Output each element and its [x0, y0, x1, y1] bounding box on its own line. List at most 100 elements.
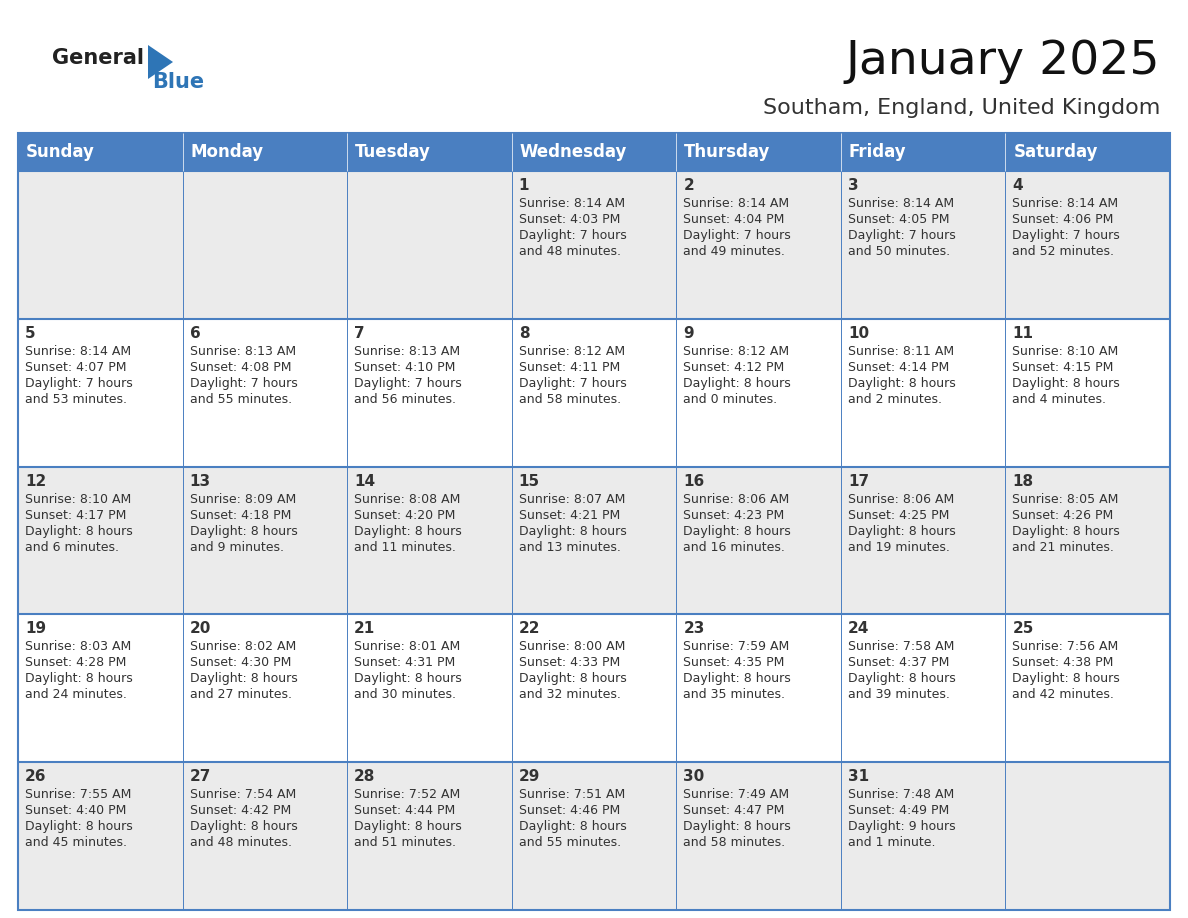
Text: 5: 5	[25, 326, 36, 341]
Text: and 0 minutes.: and 0 minutes.	[683, 393, 777, 406]
Text: and 58 minutes.: and 58 minutes.	[519, 393, 621, 406]
Text: Sunrise: 8:09 AM: Sunrise: 8:09 AM	[190, 493, 296, 506]
Bar	[183, 133, 347, 171]
Text: 6: 6	[190, 326, 201, 341]
Text: and 9 minutes.: and 9 minutes.	[190, 541, 284, 554]
Text: Sunrise: 7:56 AM: Sunrise: 7:56 AM	[1012, 641, 1119, 654]
Text: Sunset: 4:15 PM: Sunset: 4:15 PM	[1012, 361, 1114, 374]
Text: Sunrise: 8:14 AM: Sunrise: 8:14 AM	[25, 345, 131, 358]
Text: Sunset: 4:07 PM: Sunset: 4:07 PM	[25, 361, 126, 374]
Text: Sunrise: 8:06 AM: Sunrise: 8:06 AM	[683, 493, 790, 506]
Bar	[183, 319, 347, 466]
Text: Daylight: 7 hours: Daylight: 7 hours	[1012, 229, 1120, 242]
Text: Sunrise: 7:58 AM: Sunrise: 7:58 AM	[848, 641, 954, 654]
Bar	[512, 319, 676, 466]
Text: Daylight: 8 hours: Daylight: 8 hours	[683, 376, 791, 390]
Text: 19: 19	[25, 621, 46, 636]
Text: General: General	[52, 48, 144, 68]
Text: Sunrise: 8:08 AM: Sunrise: 8:08 AM	[354, 493, 461, 506]
Text: 8: 8	[519, 326, 530, 341]
Text: and 32 minutes.: and 32 minutes.	[519, 688, 620, 701]
Text: Sunrise: 8:14 AM: Sunrise: 8:14 AM	[519, 197, 625, 210]
Bar	[183, 762, 347, 910]
Text: Friday: Friday	[849, 143, 906, 161]
Text: Wednesday: Wednesday	[519, 143, 627, 161]
Text: Sunrise: 8:14 AM: Sunrise: 8:14 AM	[848, 197, 954, 210]
Text: Daylight: 8 hours: Daylight: 8 hours	[848, 524, 955, 538]
Text: Sunset: 4:38 PM: Sunset: 4:38 PM	[1012, 656, 1114, 669]
Text: 30: 30	[683, 769, 704, 784]
Text: Daylight: 8 hours: Daylight: 8 hours	[190, 524, 297, 538]
Bar	[1005, 171, 1170, 319]
Text: and 55 minutes.: and 55 minutes.	[190, 393, 292, 406]
Bar	[841, 614, 1005, 762]
Text: 20: 20	[190, 621, 211, 636]
Bar	[347, 466, 512, 614]
Text: Sunset: 4:44 PM: Sunset: 4:44 PM	[354, 804, 455, 817]
Text: Daylight: 8 hours: Daylight: 8 hours	[519, 524, 626, 538]
Text: Daylight: 8 hours: Daylight: 8 hours	[683, 672, 791, 686]
Text: and 11 minutes.: and 11 minutes.	[354, 541, 456, 554]
Text: Daylight: 8 hours: Daylight: 8 hours	[25, 672, 133, 686]
Text: and 24 minutes.: and 24 minutes.	[25, 688, 127, 701]
Text: 1: 1	[519, 178, 529, 193]
Bar	[512, 466, 676, 614]
Text: and 16 minutes.: and 16 minutes.	[683, 541, 785, 554]
Bar	[676, 466, 841, 614]
Text: Sunrise: 8:14 AM: Sunrise: 8:14 AM	[1012, 197, 1119, 210]
Text: 3: 3	[848, 178, 859, 193]
Text: 14: 14	[354, 474, 375, 488]
Text: Sunrise: 7:54 AM: Sunrise: 7:54 AM	[190, 789, 296, 801]
Text: Sunset: 4:46 PM: Sunset: 4:46 PM	[519, 804, 620, 817]
Text: 10: 10	[848, 326, 868, 341]
Text: Sunset: 4:04 PM: Sunset: 4:04 PM	[683, 213, 784, 226]
Bar	[18, 762, 183, 910]
Text: 18: 18	[1012, 474, 1034, 488]
Text: Sunset: 4:26 PM: Sunset: 4:26 PM	[1012, 509, 1113, 521]
Text: Daylight: 8 hours: Daylight: 8 hours	[683, 524, 791, 538]
Text: Sunrise: 8:14 AM: Sunrise: 8:14 AM	[683, 197, 789, 210]
Text: and 39 minutes.: and 39 minutes.	[848, 688, 949, 701]
Text: 31: 31	[848, 769, 868, 784]
Bar	[512, 762, 676, 910]
Bar	[512, 614, 676, 762]
Text: Sunrise: 7:51 AM: Sunrise: 7:51 AM	[519, 789, 625, 801]
Text: Sunrise: 7:55 AM: Sunrise: 7:55 AM	[25, 789, 132, 801]
Bar	[18, 133, 1170, 910]
Text: Sunset: 4:05 PM: Sunset: 4:05 PM	[848, 213, 949, 226]
Text: Sunset: 4:21 PM: Sunset: 4:21 PM	[519, 509, 620, 521]
Bar	[676, 133, 841, 171]
Text: Daylight: 7 hours: Daylight: 7 hours	[848, 229, 955, 242]
Text: and 2 minutes.: and 2 minutes.	[848, 393, 942, 406]
Bar	[347, 614, 512, 762]
Text: Sunset: 4:10 PM: Sunset: 4:10 PM	[354, 361, 455, 374]
Text: and 58 minutes.: and 58 minutes.	[683, 836, 785, 849]
Text: and 27 minutes.: and 27 minutes.	[190, 688, 291, 701]
Bar	[1005, 466, 1170, 614]
Text: Sunrise: 8:13 AM: Sunrise: 8:13 AM	[354, 345, 460, 358]
Text: Sunset: 4:37 PM: Sunset: 4:37 PM	[848, 656, 949, 669]
Text: and 42 minutes.: and 42 minutes.	[1012, 688, 1114, 701]
Text: Sunrise: 7:52 AM: Sunrise: 7:52 AM	[354, 789, 461, 801]
Text: Daylight: 7 hours: Daylight: 7 hours	[354, 376, 462, 390]
Text: 13: 13	[190, 474, 210, 488]
Text: Sunrise: 8:07 AM: Sunrise: 8:07 AM	[519, 493, 625, 506]
Text: Daylight: 8 hours: Daylight: 8 hours	[519, 672, 626, 686]
Text: Sunset: 4:31 PM: Sunset: 4:31 PM	[354, 656, 455, 669]
Text: 27: 27	[190, 769, 211, 784]
Text: Daylight: 8 hours: Daylight: 8 hours	[683, 820, 791, 834]
Text: 28: 28	[354, 769, 375, 784]
Text: Sunset: 4:20 PM: Sunset: 4:20 PM	[354, 509, 455, 521]
Text: Sunset: 4:03 PM: Sunset: 4:03 PM	[519, 213, 620, 226]
Bar	[512, 171, 676, 319]
Text: Sunday: Sunday	[26, 143, 95, 161]
Text: Sunrise: 7:49 AM: Sunrise: 7:49 AM	[683, 789, 789, 801]
Text: Sunset: 4:14 PM: Sunset: 4:14 PM	[848, 361, 949, 374]
Text: 29: 29	[519, 769, 541, 784]
Text: Sunset: 4:30 PM: Sunset: 4:30 PM	[190, 656, 291, 669]
Text: 2: 2	[683, 178, 694, 193]
Text: 15: 15	[519, 474, 539, 488]
Bar	[512, 133, 676, 171]
Text: Sunset: 4:42 PM: Sunset: 4:42 PM	[190, 804, 291, 817]
Text: Sunrise: 7:59 AM: Sunrise: 7:59 AM	[683, 641, 790, 654]
